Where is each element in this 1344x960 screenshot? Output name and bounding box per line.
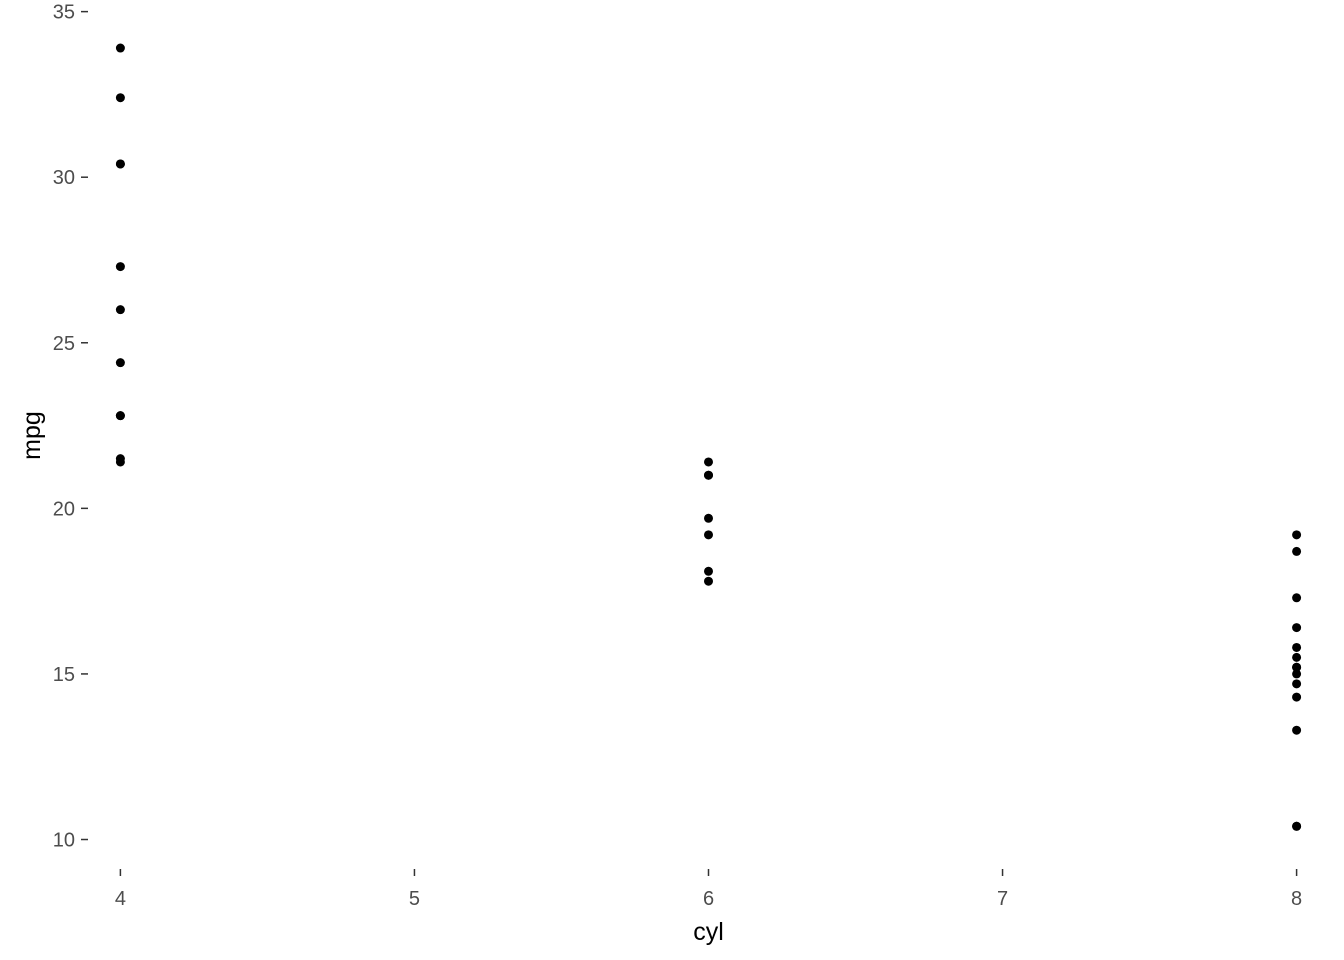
y-tick-label: 20 (53, 498, 75, 520)
data-point (1292, 652, 1302, 662)
data-point (1292, 662, 1302, 672)
y-tick-label: 10 (53, 830, 75, 852)
data-point (115, 411, 125, 421)
data-point (115, 358, 125, 368)
data-point (1292, 530, 1302, 540)
y-axis: 10 15 20 25 30 35 (53, 2, 88, 852)
data-point (1292, 642, 1302, 652)
data-point (704, 513, 713, 523)
y-tick-label: 35 (53, 2, 75, 24)
data-point (1292, 669, 1302, 679)
y-tick-label: 30 (53, 167, 75, 189)
data-point (1292, 692, 1302, 702)
data-point (704, 576, 713, 586)
data-points (115, 43, 1302, 831)
x-tick-label: 6 (703, 888, 714, 910)
data-point (704, 530, 713, 540)
data-point (1292, 593, 1302, 603)
data-point (704, 457, 713, 467)
data-point (115, 159, 125, 169)
data-point (1292, 679, 1302, 689)
data-point (115, 305, 125, 315)
data-point (704, 470, 713, 480)
x-axis: 4 5 6 7 8 (115, 869, 1302, 910)
x-tick-label: 8 (1291, 888, 1302, 910)
x-tick-label: 4 (115, 888, 126, 910)
data-point (1292, 623, 1302, 633)
data-point (115, 93, 125, 103)
y-axis-title: mpg (18, 411, 46, 460)
x-tick-label: 5 (409, 888, 420, 910)
data-point (704, 566, 713, 576)
x-axis-title: cyl (693, 918, 724, 946)
data-point (1292, 725, 1302, 735)
data-point (115, 262, 125, 272)
data-point (1292, 546, 1302, 556)
data-point (115, 43, 125, 53)
data-point (115, 457, 125, 467)
data-point (1292, 821, 1302, 831)
y-tick-label: 25 (53, 333, 75, 355)
y-tick-label: 15 (53, 664, 75, 686)
x-tick-label: 7 (997, 888, 1008, 910)
